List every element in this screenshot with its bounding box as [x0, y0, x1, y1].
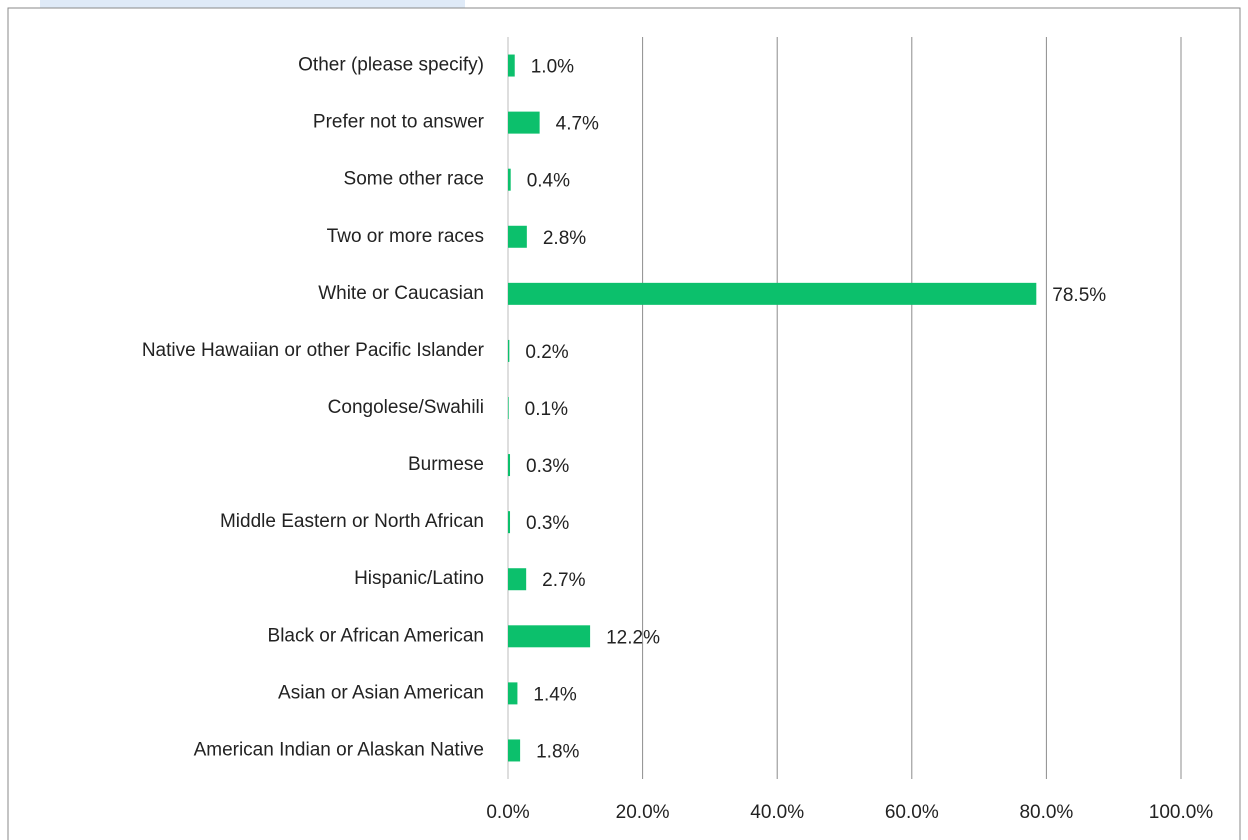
bar [508, 54, 515, 77]
data-label: 0.2% [525, 342, 568, 363]
data-label: 1.4% [533, 684, 576, 705]
data-label: 1.0% [531, 57, 574, 78]
bar [508, 111, 540, 134]
data-label: 78.5% [1052, 285, 1106, 306]
bar [508, 568, 527, 591]
data-label: 0.4% [527, 171, 570, 192]
data-label: 1.8% [536, 741, 579, 762]
data-label: 0.1% [525, 399, 568, 420]
y-tick-label: Prefer not to answer [313, 112, 485, 133]
x-tick-label: 80.0% [1019, 802, 1073, 823]
x-tick-label: 60.0% [885, 802, 939, 823]
bar [508, 625, 591, 648]
x-tick-label: 0.0% [486, 802, 529, 823]
y-tick-label: American Indian or Alaskan Native [194, 739, 484, 760]
chart-border [7, 7, 1241, 840]
y-tick-label: Black or African American [268, 625, 484, 646]
y-tick-label: White or Caucasian [318, 283, 484, 304]
bar [508, 168, 511, 191]
data-label: 2.8% [543, 228, 586, 249]
x-tick-label: 20.0% [616, 802, 670, 823]
y-tick-label: Two or more races [327, 226, 484, 247]
bar [508, 739, 521, 762]
bar [508, 225, 527, 248]
x-tick-label: 100.0% [1149, 802, 1214, 823]
y-tick-label: Other (please specify) [298, 55, 484, 76]
bar [508, 282, 1037, 305]
bar [508, 454, 511, 477]
data-label: 0.3% [526, 456, 569, 477]
y-tick-label: Native Hawaiian or other Pacific Islande… [142, 340, 485, 361]
data-label: 4.7% [556, 114, 599, 135]
data-label: 2.7% [542, 570, 585, 591]
y-tick-label: Asian or Asian American [278, 682, 484, 703]
bar [508, 397, 509, 419]
bar [508, 511, 511, 534]
y-tick-label: Congolese/Swahili [328, 397, 484, 418]
x-tick-label: 40.0% [750, 802, 804, 823]
bar [508, 339, 510, 362]
y-tick-label: Burmese [408, 454, 484, 475]
data-label: 0.3% [526, 513, 569, 534]
y-tick-label: Middle Eastern or North African [220, 511, 484, 532]
y-tick-label: Hispanic/Latino [354, 568, 484, 589]
y-tick-label: Some other race [344, 169, 484, 190]
selection-highlight [40, 0, 465, 8]
data-label: 12.2% [606, 627, 660, 648]
bar [508, 682, 518, 705]
